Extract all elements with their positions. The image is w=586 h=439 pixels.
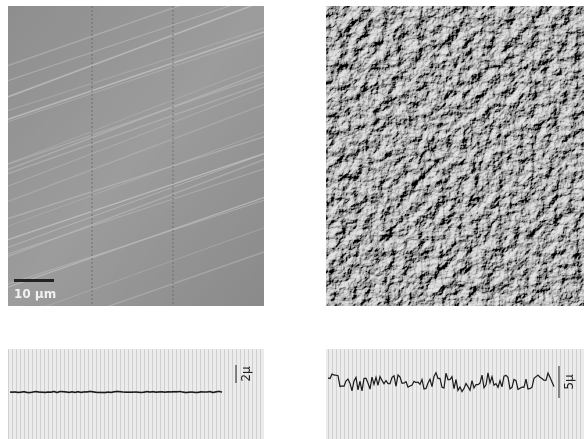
streak <box>46 227 264 306</box>
rough-micrograph <box>326 6 584 306</box>
scale-bar <box>14 279 54 282</box>
smooth-micrograph: 10 µm <box>8 6 264 306</box>
streak <box>8 168 264 255</box>
left-trace-panel: 2µ <box>8 349 264 439</box>
streak <box>8 103 264 203</box>
micrograph-texture <box>326 6 584 306</box>
streak <box>8 71 264 171</box>
streak <box>8 196 264 288</box>
streak <box>8 35 264 123</box>
polishing-streaks <box>8 6 264 306</box>
streak <box>8 74 264 165</box>
scale-bar-label: 10 µm <box>14 287 56 301</box>
streak <box>8 6 181 67</box>
streak <box>8 82 264 175</box>
trace-scale-label: 5µ <box>562 374 576 390</box>
streak <box>8 153 264 248</box>
streak <box>8 6 231 82</box>
streak <box>8 136 264 220</box>
streak <box>8 159 264 257</box>
trace-paper <box>326 349 584 439</box>
streak <box>107 251 264 306</box>
micrograph-bg <box>8 6 264 306</box>
streak <box>8 86 264 187</box>
streak <box>8 6 254 98</box>
streak <box>8 27 264 112</box>
trace-scale-label: 2µ <box>239 366 253 382</box>
streak <box>8 132 264 227</box>
right-trace-panel: 5µ <box>326 349 584 439</box>
streak <box>8 31 264 121</box>
profile-trace <box>327 371 555 393</box>
streak <box>8 152 264 241</box>
profile-trace <box>9 390 223 394</box>
streak <box>8 64 264 165</box>
trace-paper <box>8 349 264 439</box>
